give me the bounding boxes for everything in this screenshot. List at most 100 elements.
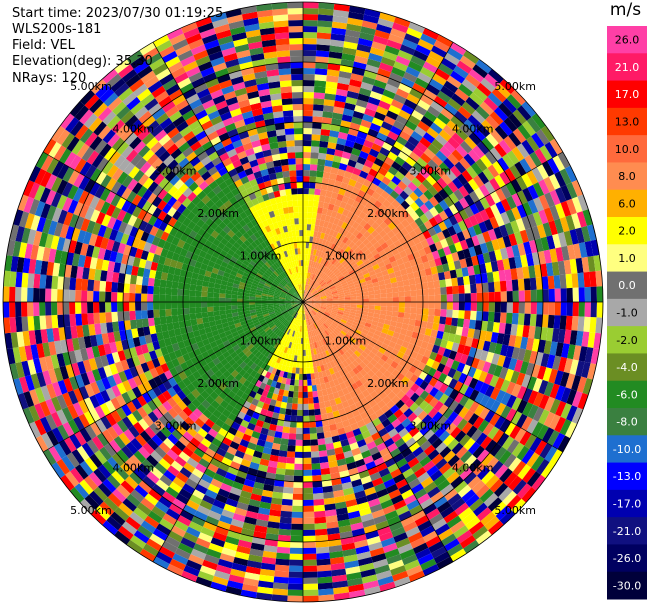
- range-gate: [288, 385, 295, 392]
- range-gate: [279, 383, 286, 390]
- range-gate: [393, 16, 411, 28]
- range-gate: [167, 377, 178, 387]
- range-gate: [309, 361, 314, 368]
- range-gate: [418, 269, 427, 278]
- range-gate: [386, 483, 399, 494]
- range-gate: [344, 304, 351, 307]
- range-gate: [137, 239, 147, 251]
- range-gate: [331, 275, 337, 281]
- range-gate: [147, 285, 154, 295]
- range-gate: [313, 316, 319, 322]
- range-gate: [581, 361, 591, 379]
- range-gate: [424, 383, 434, 394]
- range-gate: [237, 311, 245, 316]
- range-gate: [101, 429, 114, 444]
- range-gate: [315, 360, 321, 367]
- range-gate: [504, 269, 512, 281]
- range-gate: [15, 271, 23, 288]
- range-gate: [374, 111, 386, 122]
- range-gate: [379, 12, 396, 23]
- range-gate: [308, 272, 311, 279]
- range-gate: [396, 338, 404, 346]
- range-gate: [531, 252, 540, 266]
- range-gate: [268, 515, 281, 523]
- range-gate: [158, 415, 170, 427]
- range-gate: [425, 535, 441, 548]
- range-gate: [229, 441, 240, 450]
- range-gate: [450, 426, 462, 439]
- range-gate: [214, 315, 221, 321]
- range-gate: [559, 419, 572, 436]
- range-gate: [185, 236, 194, 245]
- range-gate: [349, 260, 357, 267]
- range-gate: [94, 405, 106, 419]
- range-gate: [418, 371, 428, 381]
- range-gate: [366, 441, 377, 450]
- range-gate: [195, 307, 202, 314]
- range-gate: [256, 344, 263, 351]
- range-gate: [409, 220, 419, 231]
- range-gate: [115, 394, 127, 407]
- range-gate: [200, 333, 208, 341]
- range-gate: [287, 445, 296, 452]
- range-gate: [483, 96, 499, 112]
- range-gate: [337, 131, 348, 140]
- range-gate: [314, 300, 321, 302]
- range-gate: [244, 447, 255, 457]
- range-gate: [366, 315, 374, 321]
- range-gate: [415, 353, 424, 362]
- range-gate: [423, 89, 437, 101]
- range-gate: [326, 294, 333, 297]
- range-gate: [576, 211, 587, 228]
- range-gate: [314, 225, 320, 232]
- range-gate: [355, 364, 364, 372]
- range-gate: [182, 431, 194, 442]
- range-gate: [380, 537, 396, 548]
- range-gate: [333, 9, 349, 18]
- range-gate: [370, 229, 379, 238]
- range-gate: [271, 442, 281, 451]
- range-gate: [347, 84, 361, 94]
- range-gate: [74, 349, 83, 363]
- range-gate: [313, 268, 318, 275]
- range-gate: [393, 499, 407, 511]
- range-gate: [229, 486, 242, 496]
- range-gate: [239, 317, 246, 323]
- range-gate: [50, 396, 62, 412]
- range-gate: [325, 227, 331, 235]
- range-gate: [494, 416, 506, 430]
- range-gate: [335, 316, 342, 322]
- range-gate: [224, 417, 234, 427]
- range-gate: [328, 282, 335, 287]
- range-gate: [213, 473, 225, 483]
- range-gate: [370, 274, 378, 280]
- range-gate: [355, 496, 368, 505]
- range-gate: [40, 385, 51, 401]
- range-gate: [315, 347, 320, 355]
- range-gate: [497, 354, 506, 367]
- range-gate: [264, 416, 272, 424]
- range-gate: [380, 242, 389, 250]
- range-gate: [204, 253, 213, 261]
- range-gate: [577, 392, 589, 410]
- range-gate: [502, 490, 517, 506]
- range-gate: [335, 421, 344, 430]
- range-gate: [499, 419, 511, 433]
- range-gate: [304, 290, 307, 297]
- range-gate: [237, 291, 244, 296]
- range-gate: [423, 110, 437, 123]
- range-gate: [167, 465, 180, 477]
- range-gate: [409, 191, 419, 202]
- range-gate: [17, 392, 29, 410]
- range-gate: [345, 231, 353, 239]
- range-gate: [484, 397, 496, 410]
- range-gate: [404, 224, 414, 234]
- range-gate: [444, 103, 458, 116]
- range-gate: [107, 332, 116, 344]
- range-gate: [18, 346, 28, 362]
- range-gate: [443, 396, 454, 408]
- range-gate: [268, 386, 276, 394]
- range-gate: [364, 8, 381, 18]
- range-gate: [206, 404, 217, 414]
- range-gate: [227, 390, 236, 400]
